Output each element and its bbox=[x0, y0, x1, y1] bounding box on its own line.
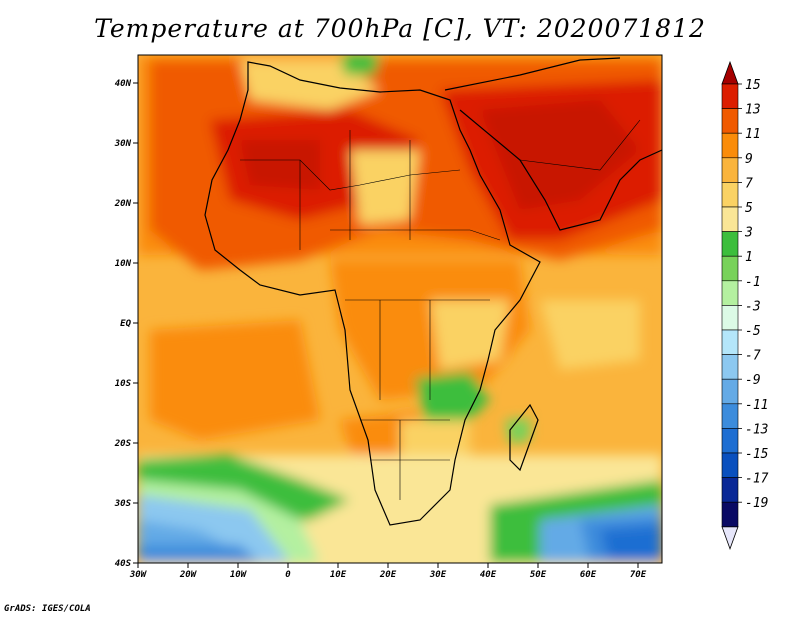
colorbar-swatch bbox=[721, 501, 739, 528]
grads-credit: GrADS: IGES/COLA bbox=[4, 604, 91, 614]
lon-tick-label: 70E bbox=[630, 570, 647, 580]
country-borders bbox=[240, 119, 641, 500]
colorbar-swatch bbox=[721, 477, 739, 503]
colorbar-swatch bbox=[721, 378, 739, 405]
lon-tick-label: 50E bbox=[530, 570, 547, 580]
lon-tick-label: 60E bbox=[580, 570, 597, 580]
colorbar-swatch bbox=[721, 305, 739, 331]
chart-title: Temperature at 700hPa [C], VT: 202007181… bbox=[94, 14, 706, 43]
lat-tick-label: 20N bbox=[114, 199, 132, 209]
colorbar-label: 13 bbox=[745, 103, 761, 118]
colorbar-swatch bbox=[721, 231, 739, 257]
colorbar-label: -13 bbox=[745, 422, 768, 437]
lon-tick-label: 40E bbox=[480, 570, 497, 580]
longitude-axis: 30W 20W 10W 0 10E 20E 30E 40E 50E 60E 70E bbox=[129, 563, 647, 580]
colorbar-label: -7 bbox=[745, 349, 761, 364]
colorbar-swatch bbox=[721, 182, 739, 208]
colorbar-label: 7 bbox=[745, 176, 753, 191]
lat-tick-label: 40N bbox=[115, 79, 132, 89]
colorbar-bottom-arrow bbox=[721, 526, 739, 550]
colorbar-label: 1 bbox=[745, 250, 753, 265]
lon-tick-label: 20W bbox=[179, 570, 198, 580]
lat-tick-label: 30N bbox=[114, 139, 132, 149]
lon-tick-label: 0 bbox=[285, 570, 291, 580]
colorbar-swatch bbox=[721, 108, 739, 134]
colorbar-label: -9 bbox=[745, 373, 761, 388]
temperature-field bbox=[138, 55, 662, 563]
lon-tick-label: 30E bbox=[429, 570, 447, 580]
colorbar-label: -15 bbox=[745, 447, 769, 462]
lon-tick-label: 10W bbox=[230, 570, 248, 580]
lat-tick-label: 10N bbox=[115, 259, 132, 269]
colorbar-label: -1 bbox=[745, 275, 761, 290]
colorbar-label: -3 bbox=[745, 299, 761, 314]
colorbar: 15 13 11 9 7 5 3 1 -1 -3 -5 -7 -9 -11 -13 -15 -17 -19 bbox=[721, 60, 769, 550]
colorbar-label: 3 bbox=[744, 226, 753, 241]
lat-tick-label: EQ bbox=[120, 319, 131, 329]
lat-tick-label: 10S bbox=[115, 379, 132, 389]
colorbar-label: 11 bbox=[745, 127, 761, 142]
colorbar-swatch bbox=[721, 452, 739, 478]
map-frame bbox=[137, 54, 663, 564]
lat-tick-label: 20S bbox=[114, 439, 132, 449]
lat-tick-label: 30S bbox=[114, 499, 132, 509]
colorbar-swatch bbox=[721, 255, 739, 282]
colorbar-label: 5 bbox=[745, 201, 753, 216]
latitude-axis: 40N 30N 20N 10N EQ 10S 20S 30S 40S bbox=[114, 79, 138, 569]
colorbar-label: 15 bbox=[745, 78, 761, 93]
colorbar-top-arrow bbox=[721, 60, 739, 85]
colorbar-swatch bbox=[721, 329, 739, 355]
colorbar-label: -19 bbox=[745, 496, 768, 511]
lon-tick-label: 20E bbox=[379, 570, 397, 580]
colorbar-label: -5 bbox=[745, 324, 761, 339]
lon-tick-label: 30W bbox=[129, 570, 148, 580]
colorbar-swatch bbox=[721, 157, 739, 183]
colorbar-swatch bbox=[721, 280, 739, 306]
lat-tick-label: 40S bbox=[115, 559, 132, 569]
colorbar-label: -17 bbox=[745, 472, 769, 487]
colorbar-swatch bbox=[721, 354, 739, 380]
lon-tick-label: 10E bbox=[330, 570, 347, 580]
coastlines bbox=[204, 57, 662, 526]
colorbar-swatch bbox=[721, 403, 739, 429]
colorbar-swatch bbox=[721, 428, 739, 454]
colorbar-swatch bbox=[721, 132, 739, 159]
colorbar-label: -11 bbox=[745, 398, 768, 413]
colorbar-label: 9 bbox=[745, 152, 753, 167]
colorbar-swatch bbox=[721, 206, 739, 232]
colorbar-swatch bbox=[721, 83, 739, 109]
